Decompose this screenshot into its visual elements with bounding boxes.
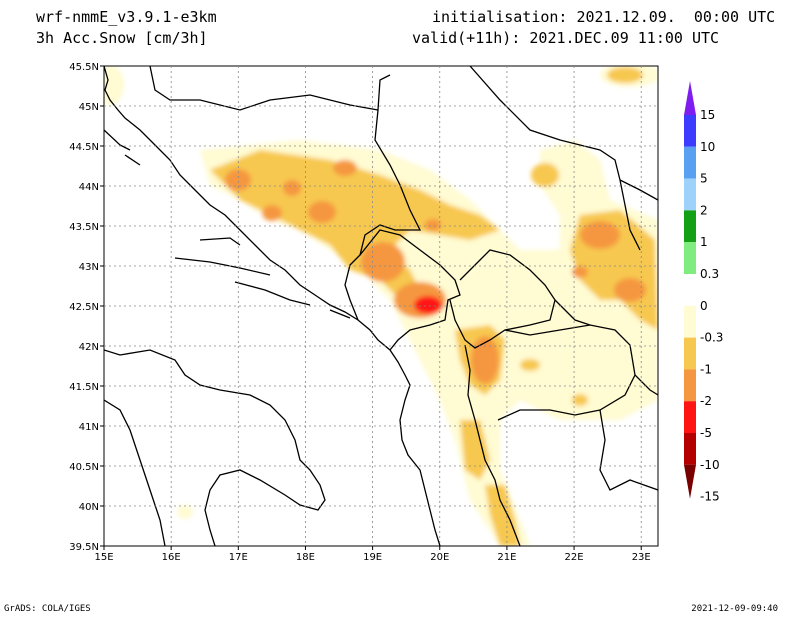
colorbar-label: -1 [700, 362, 712, 376]
colorbar-swatch [684, 274, 696, 306]
colorbar-label: -15 [700, 490, 720, 504]
footer-timestamp: 2021-12-09-09:40 [691, 604, 778, 614]
colorbar-swatch [684, 115, 696, 147]
lat-labels: 45.5N 45N 44.5N 44N 43.5N 43N 42.5N 42N 41.5N 41N… [69, 62, 104, 553]
colorbar-label: -10 [700, 458, 720, 472]
colorbar-swatch [684, 305, 696, 338]
colorbar-arrow-bottom [684, 464, 696, 499]
lat-tick-label: 40N [79, 502, 99, 513]
colorbar-swatch [684, 146, 696, 179]
lat-tick-label: 43.5N [69, 222, 99, 233]
colorbar-label: -5 [700, 426, 712, 440]
colorbar-label: 10 [700, 140, 715, 154]
colorbar-label: -0.3 [700, 331, 723, 345]
lat-tick-label: 43N [79, 262, 99, 273]
colorbar: 15 10 5 2 1 0.3 0 -0.3 -1 -2 -5 -10 -15 [684, 81, 723, 504]
gridlines [104, 66, 658, 546]
init-time: initialisation: 2021.12.09. 00:00 UTC [432, 8, 776, 26]
colorbar-swatch [684, 369, 696, 402]
colorbar-label: 5 [700, 172, 708, 186]
valid-time: valid(+11h): 2021.DEC.09 11:00 UTC [412, 29, 720, 47]
snow-field [104, 66, 658, 546]
colorbar-label: 1 [700, 235, 708, 249]
lat-tick-label: 45.5N [69, 62, 99, 73]
colorbar-swatch [684, 337, 696, 370]
footer-credit: GrADS: COLA/IGES [4, 604, 91, 614]
colorbar-label: -2 [700, 394, 712, 408]
lat-tick-label: 42.5N [69, 302, 99, 313]
lon-tick-label: 16E [162, 552, 181, 563]
lon-tick-label: 21E [497, 552, 516, 563]
colorbar-label: 0.3 [700, 267, 719, 281]
colorbar-label: 0 [700, 299, 708, 313]
lat-tick-label: 39.5N [69, 542, 99, 553]
colorbar-swatch [684, 178, 696, 211]
lon-tick-label: 15E [94, 552, 113, 563]
colorbar-label: 2 [700, 203, 708, 217]
lon-tick-label: 20E [430, 552, 449, 563]
lat-tick-label: 41.5N [69, 382, 99, 393]
lon-tick-label: 22E [565, 552, 584, 563]
model-title: wrf-nmmE_v3.9.1-e3km [36, 8, 217, 26]
lat-tick-label: 42N [79, 342, 99, 353]
colorbar-swatch [684, 433, 696, 465]
lon-tick-label: 18E [296, 552, 315, 563]
lat-tick-label: 44N [79, 182, 99, 193]
lat-tick-label: 45N [79, 102, 99, 113]
lon-labels: 15E 16E 17E 18E 19E 20E 21E 22E 23E [94, 546, 651, 563]
lon-tick-label: 17E [229, 552, 248, 563]
colorbar-swatch [684, 210, 696, 243]
colorbar-arrow-top [684, 81, 696, 115]
lat-tick-label: 40.5N [69, 462, 99, 473]
colorbar-swatch [684, 401, 696, 433]
coastlines-borders [104, 66, 658, 546]
colorbar-label: 15 [700, 108, 715, 122]
lon-tick-label: 19E [363, 552, 382, 563]
lon-tick-label: 23E [632, 552, 651, 563]
variable-title: 3h Acc.Snow [cm/3h] [36, 29, 208, 47]
lat-tick-label: 44.5N [69, 142, 99, 153]
lat-tick-label: 41N [79, 422, 99, 433]
colorbar-swatch [684, 242, 696, 274]
